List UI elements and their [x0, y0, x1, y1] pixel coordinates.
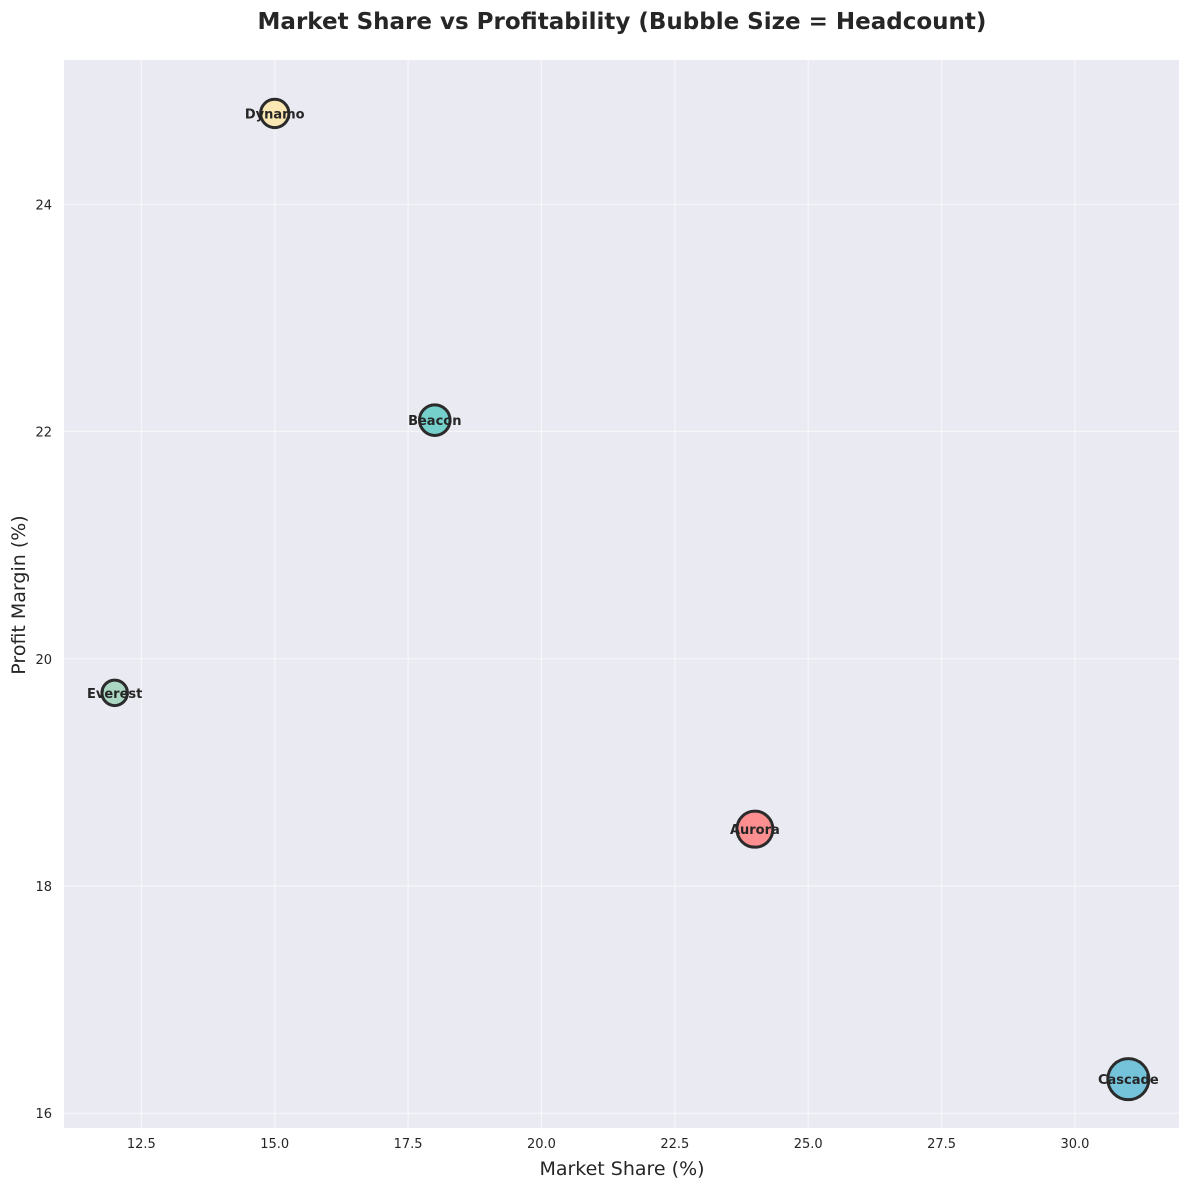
- bubble-label: Beacon: [408, 414, 461, 429]
- x-tick-label: 15.0: [260, 1137, 289, 1152]
- x-tick-label: 20.0: [527, 1137, 556, 1152]
- bubble-label: Cascade: [1098, 1073, 1159, 1088]
- bubble-label: Aurora: [730, 823, 780, 838]
- x-tick-label: 12.5: [127, 1137, 156, 1152]
- bubble-beacon: [418, 403, 452, 437]
- x-tick-label: 17.5: [394, 1137, 423, 1152]
- bubbles: Aurora Beacon Cascade Dynamo Everest: [87, 97, 1159, 1102]
- bubble-label: Dynamo: [245, 107, 305, 122]
- bubble-everest: [100, 678, 129, 708]
- y-tick-label: 22: [35, 426, 52, 441]
- plot-area: [64, 60, 1179, 1128]
- x-tick-label: 25.0: [794, 1137, 823, 1152]
- x-axis-ticks: 12.5 15.0 17.5 20.0 22.5 25.0 27.5 30.0: [127, 1137, 1090, 1152]
- bubble-cascade: [1106, 1057, 1151, 1102]
- x-tick-label: 30.0: [1060, 1137, 1089, 1152]
- y-tick-label: 18: [35, 880, 52, 895]
- y-tick-label: 20: [35, 653, 52, 668]
- y-tick-label: 16: [35, 1107, 52, 1122]
- chart-title: Market Share vs Profitability (Bubble Si…: [258, 9, 987, 35]
- bubble-aurora: [735, 809, 775, 849]
- y-axis-ticks: 16 18 20 22 24: [35, 198, 52, 1122]
- bubble-dynamo: [259, 97, 291, 130]
- y-tick-label: 24: [35, 198, 52, 213]
- bubble-label: Everest: [87, 687, 142, 702]
- x-tick-label: 22.5: [660, 1137, 689, 1152]
- x-tick-label: 27.5: [927, 1137, 956, 1152]
- y-axis-label: Profit Margin (%): [8, 515, 30, 674]
- x-axis-label: Market Share (%): [539, 1158, 704, 1180]
- grid-lines: [64, 60, 1179, 1128]
